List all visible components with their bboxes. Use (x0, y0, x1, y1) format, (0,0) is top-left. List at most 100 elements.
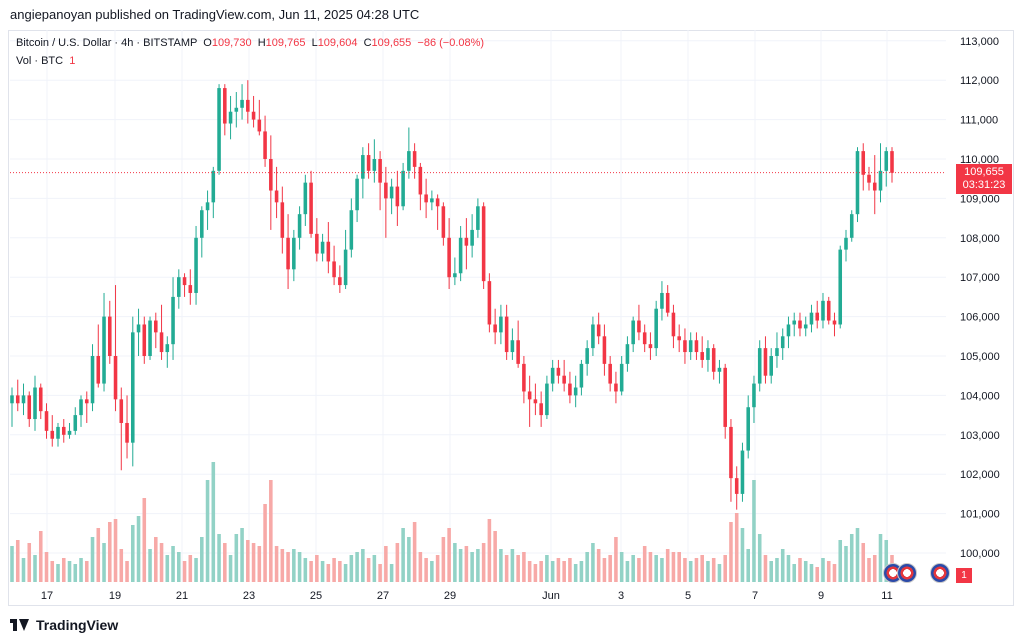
volume-bar (711, 558, 716, 582)
candle-body (694, 340, 699, 353)
candle-body (499, 316, 503, 333)
volume-bar (320, 561, 325, 582)
event-flag-icon[interactable] (897, 563, 917, 583)
candle-body (246, 99, 250, 112)
volume-value: 1 (69, 55, 76, 67)
brand-name: TradingView (36, 617, 119, 633)
volume-bar (550, 561, 555, 582)
volume-bar (596, 549, 601, 582)
volume-bar (303, 558, 308, 582)
candle-body (412, 151, 417, 167)
candle-body (223, 88, 227, 124)
price-tick-label: 113,000 (960, 36, 999, 48)
volume-bar (240, 528, 244, 582)
candle-body (297, 214, 302, 238)
grid-lines (10, 30, 946, 582)
price-axis: 100,000 101,000 102,000 103,000 104,000 105,0… (960, 36, 1000, 560)
candle-body (757, 348, 762, 384)
candle-body (849, 214, 854, 238)
time-tick-label: Jun (542, 590, 560, 602)
candle-body (165, 344, 170, 353)
candle-body (90, 356, 95, 404)
low-value: 109,604 (317, 37, 358, 49)
candle-body (125, 422, 129, 443)
time-tick-label: 17 (41, 590, 53, 602)
volume-bar (217, 534, 221, 582)
candle-body (315, 233, 319, 254)
candle-body (194, 237, 198, 293)
candle-body (665, 292, 670, 313)
candle-body (458, 237, 463, 274)
price-tick-label: 105,000 (960, 351, 1000, 363)
volume-bar (849, 534, 854, 582)
candle-body (556, 367, 561, 376)
volume-bar (372, 555, 377, 582)
volume-bar (211, 462, 216, 582)
volume-bar (729, 522, 733, 582)
candle-body (148, 320, 152, 356)
volume-bar (131, 525, 135, 582)
volume-bar (637, 558, 641, 582)
candle-body (257, 119, 262, 132)
candle-body (171, 296, 175, 345)
candle-body (878, 170, 883, 191)
volume-bar (107, 522, 112, 582)
volume-bar (246, 540, 250, 582)
volume-bar (867, 558, 871, 582)
volume-bar (343, 564, 348, 582)
candle-body (591, 324, 595, 349)
candle-body (481, 206, 486, 282)
candle-body (838, 249, 843, 325)
candle-body (527, 391, 532, 400)
volume-label[interactable]: Vol · BTC (16, 55, 64, 67)
candle-body (251, 111, 256, 120)
volume-bar (861, 543, 866, 582)
volume-bar (136, 516, 141, 582)
volume-bar (309, 561, 313, 582)
volume-bar (763, 555, 768, 582)
candle-body (211, 170, 216, 203)
candle-body (67, 430, 72, 435)
candle-body (832, 320, 837, 325)
time-axis: 17 19 21 23 25 27 29 Jun 3 5 7 9 11 (41, 590, 893, 602)
candle-body (182, 277, 187, 286)
candle-body (740, 450, 745, 494)
volume-bar (188, 555, 193, 582)
candle-body (803, 324, 808, 329)
volume-bar (677, 552, 681, 582)
volume-bar (182, 561, 187, 582)
high-value: 109,765 (265, 37, 306, 49)
candle-body (131, 332, 135, 443)
candle-body (752, 383, 756, 408)
candle-body (50, 430, 55, 439)
candle-body (96, 356, 101, 384)
volume-bar (809, 564, 814, 582)
time-tick-label: 9 (818, 590, 824, 602)
symbol-label[interactable]: Bitcoin / U.S. Dollar · 4h · BITSTAMP (16, 37, 198, 49)
candle-body (683, 340, 687, 353)
bar-countdown: 03:31:23 (962, 179, 1006, 191)
time-tick-label: 19 (109, 590, 121, 602)
volume-bar (683, 558, 687, 582)
candle-body (700, 352, 704, 360)
volume-bar (142, 498, 147, 582)
volume-bar (654, 555, 658, 582)
volume-bar (786, 555, 791, 582)
candle-body (142, 324, 147, 356)
volume-bar (424, 558, 428, 582)
footer-branding: TradingView (10, 617, 118, 633)
volume-bar (717, 564, 722, 582)
event-flag-icon[interactable] (930, 563, 950, 583)
volume-bar (33, 555, 37, 582)
candle-body (809, 312, 814, 325)
volume-bar (700, 555, 704, 582)
volume-bar (366, 558, 371, 582)
price-tick-label: 101,000 (960, 509, 1000, 521)
candle-body (447, 237, 451, 278)
volume-bar (821, 558, 825, 582)
chart-frame (8, 30, 1014, 606)
volume-bar (10, 546, 14, 582)
volume-bar (447, 528, 451, 582)
candle-body (780, 336, 785, 349)
